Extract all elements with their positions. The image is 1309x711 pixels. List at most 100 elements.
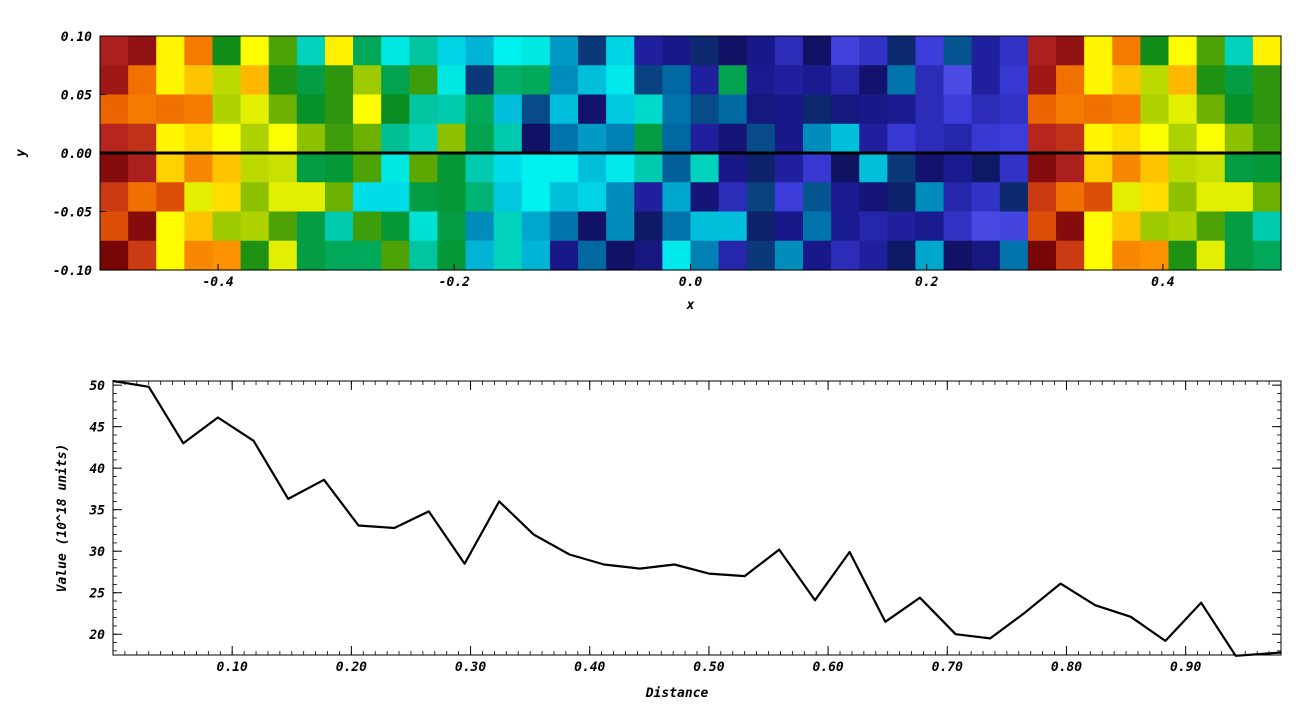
heatmap-x-tick-label: 0.0	[679, 275, 703, 290]
heatmap-cell	[184, 123, 214, 154]
heatmap-cell	[324, 240, 354, 271]
heatmap-cell	[1112, 211, 1142, 242]
heatmap-cell	[409, 94, 439, 125]
heatmap-cell	[437, 36, 467, 66]
heatmap-cell	[240, 94, 270, 125]
heatmap-cell	[1196, 211, 1226, 242]
heatmap-cell	[746, 182, 776, 213]
heatmap-cell	[1027, 36, 1057, 66]
heatmap-cell	[1027, 65, 1057, 96]
line-plot-frame	[112, 380, 1282, 656]
heatmap-cell	[128, 153, 157, 183]
heatmap-cell	[887, 123, 917, 154]
heatmap-cell	[128, 211, 157, 242]
heatmap-cell	[296, 65, 326, 96]
heatmap-cell	[859, 36, 888, 66]
heatmap-cell	[353, 94, 382, 125]
heatmap-cell	[156, 36, 185, 66]
heatmap-cell	[1140, 182, 1170, 213]
line-plot-y-ticks: 20 25 30 35 40 45 50	[88, 379, 1281, 643]
heatmap-cell	[409, 36, 439, 66]
heatmap-cell	[662, 182, 692, 213]
heatmap-cell	[100, 36, 129, 66]
heatmap-cell	[100, 65, 129, 96]
heatmap-cell	[1196, 182, 1226, 213]
heatmap-cell	[606, 153, 635, 183]
line-x-tick-label: 0.80	[1051, 660, 1082, 675]
heatmap-cell	[1027, 211, 1057, 242]
heatmap-cell	[943, 123, 973, 154]
heatmap-cell	[409, 240, 439, 271]
heatmap-cell	[381, 36, 410, 66]
heatmap-cell	[549, 36, 579, 66]
heatmap-cell	[1112, 240, 1142, 271]
heatmap-cell	[184, 153, 214, 183]
heatmap-x-tick-label: -0.2	[439, 275, 470, 290]
heatmap-cell	[999, 123, 1029, 154]
heatmap-cell	[1224, 153, 1254, 183]
heatmap-cell	[690, 153, 720, 183]
heatmap-x-tick-label: 0.2	[915, 275, 939, 290]
heatmap-cell	[718, 153, 748, 183]
heatmap-cell	[578, 65, 607, 96]
heatmap-cell	[1140, 94, 1170, 125]
heatmap-cell	[296, 36, 326, 66]
heatmap-cell	[184, 240, 214, 271]
line-y-tick-label: 30	[88, 545, 105, 560]
heatmap-cell	[774, 123, 804, 154]
heatmap-cell	[437, 123, 467, 154]
heatmap-cell	[1224, 65, 1254, 96]
heatmap-cell	[521, 65, 551, 96]
heatmap-cell	[831, 240, 860, 271]
heatmap-cell	[1252, 153, 1282, 183]
heatmap-cell	[662, 240, 692, 271]
heatmap-cell	[802, 153, 832, 183]
line-y-tick-label: 35	[88, 504, 105, 519]
heatmap-cell	[324, 153, 354, 183]
heatmap-y-tick-label: 0.00	[61, 147, 92, 162]
heatmap-cell	[549, 211, 579, 242]
heatmap-panel: -0.4 -0.2 0.0 0.2 0.4 0.10 0.05 0.00 -0.05 -0.10…	[14, 30, 1282, 313]
line-y-tick-label: 50	[89, 379, 105, 394]
heatmap-cell	[296, 94, 326, 125]
heatmap-y-tick-label: -0.05	[53, 206, 92, 221]
heatmap-cell	[1196, 36, 1226, 66]
heatmap-cell	[1224, 36, 1254, 66]
heatmap-cell	[381, 182, 410, 213]
line-x-tick-label: 0.30	[455, 660, 486, 675]
heatmap-cell	[1056, 94, 1085, 125]
heatmap-cell	[971, 94, 1001, 125]
heatmap-cell	[1196, 153, 1226, 183]
heatmap-cell	[578, 94, 607, 125]
heatmap-cell	[549, 182, 579, 213]
heatmap-cell	[381, 94, 410, 125]
heatmap-cell	[606, 65, 635, 96]
heatmap-cell	[802, 65, 832, 96]
heatmap-cell	[606, 182, 635, 213]
heatmap-cell	[1056, 211, 1085, 242]
heatmap-cell	[324, 94, 354, 125]
heatmap-cell	[381, 123, 410, 154]
heatmap-cell	[1168, 123, 1198, 154]
heatmap-cell	[578, 123, 607, 154]
heatmap-cell	[887, 94, 917, 125]
heatmap-cell	[746, 94, 776, 125]
heatmap-cell	[240, 153, 270, 183]
heatmap-cell	[887, 36, 917, 66]
heatmap-cell	[549, 123, 579, 154]
line-y-tick-label: 40	[89, 462, 105, 477]
heatmap-cell	[1084, 94, 1113, 125]
heatmap-cell	[1224, 240, 1254, 271]
heatmap-cell	[268, 153, 298, 183]
heatmap-cell	[128, 240, 157, 271]
heatmap-cell	[662, 65, 692, 96]
heatmap-cell	[1027, 182, 1057, 213]
heatmap-cell	[831, 36, 860, 66]
heatmap-cell	[465, 65, 495, 96]
heatmap-cell	[100, 123, 129, 154]
heatmap-cell	[887, 153, 917, 183]
heatmap-cell	[1084, 123, 1113, 154]
heatmap-cell	[353, 123, 382, 154]
heatmap-cell	[353, 240, 382, 271]
line-plot-x-ticks: 0.10 0.20 0.30 0.40 0.50 0.60 0.70 0.80 0.90	[217, 381, 1201, 675]
